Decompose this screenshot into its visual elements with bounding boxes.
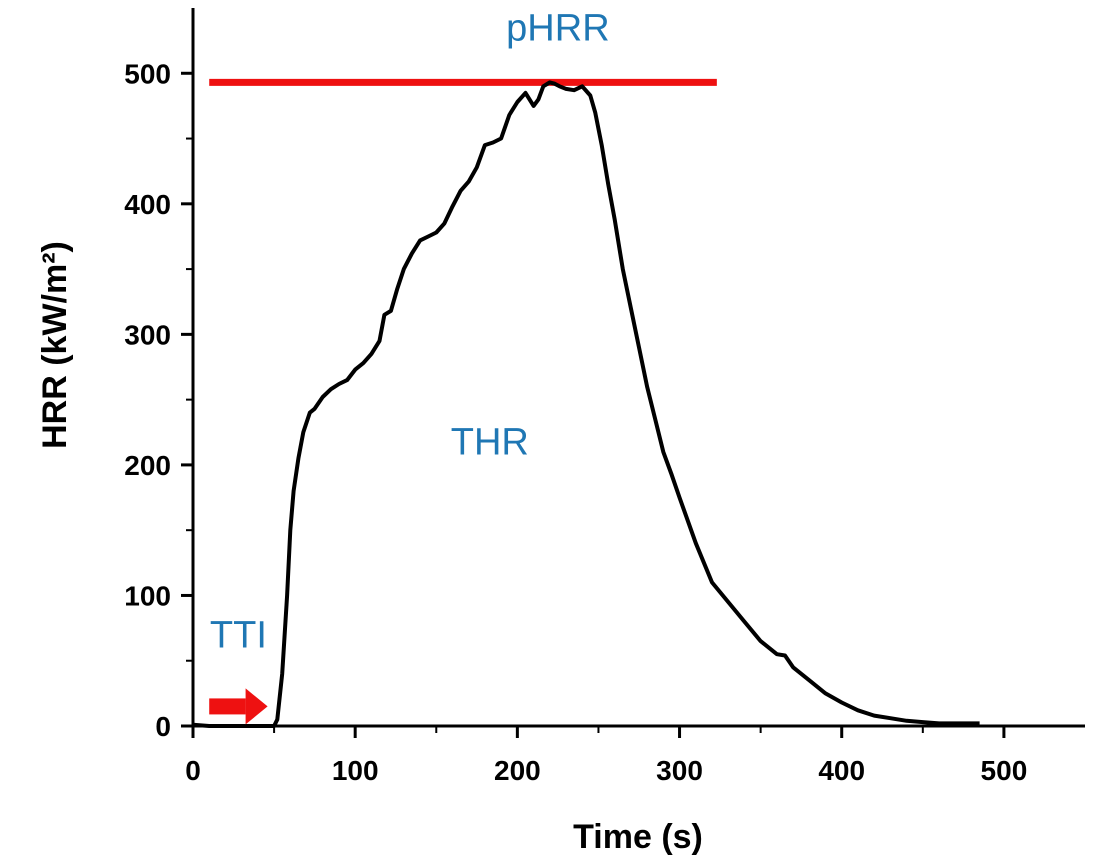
ticks: 0 100 200 300 400 500 0 100 200 300 400 500 — [124, 58, 1027, 786]
tti-arrow-head — [245, 688, 268, 725]
x-tick-label: 100 — [332, 755, 379, 786]
y-tick-label: 0 — [155, 711, 171, 742]
tti-arrow-shaft — [209, 698, 246, 715]
x-tick-label: 400 — [818, 755, 865, 786]
annotation-thr: THR — [451, 421, 529, 463]
x-tick-label: 500 — [981, 755, 1028, 786]
y-tick-label: 500 — [124, 58, 171, 89]
y-tick-label: 300 — [124, 319, 171, 350]
annotation-phrr: pHRR — [506, 8, 609, 50]
series-group — [192, 80, 980, 728]
x-axis-title: Time (s) — [573, 818, 703, 856]
hrr-series-line — [192, 80, 980, 728]
y-tick-label: 100 — [124, 580, 171, 611]
x-tick-label: 200 — [494, 755, 541, 786]
annotations-group: pHRR THR TTI — [209, 8, 610, 725]
axes — [191, 8, 1085, 728]
y-axis-title: HRR (kW/m²) — [36, 241, 74, 449]
y-tick-label: 200 — [124, 450, 171, 481]
x-tick-label: 300 — [656, 755, 703, 786]
y-tick-label: 400 — [124, 189, 171, 220]
annotation-tti: TTI — [210, 615, 267, 657]
x-tick-label: 0 — [185, 755, 201, 786]
